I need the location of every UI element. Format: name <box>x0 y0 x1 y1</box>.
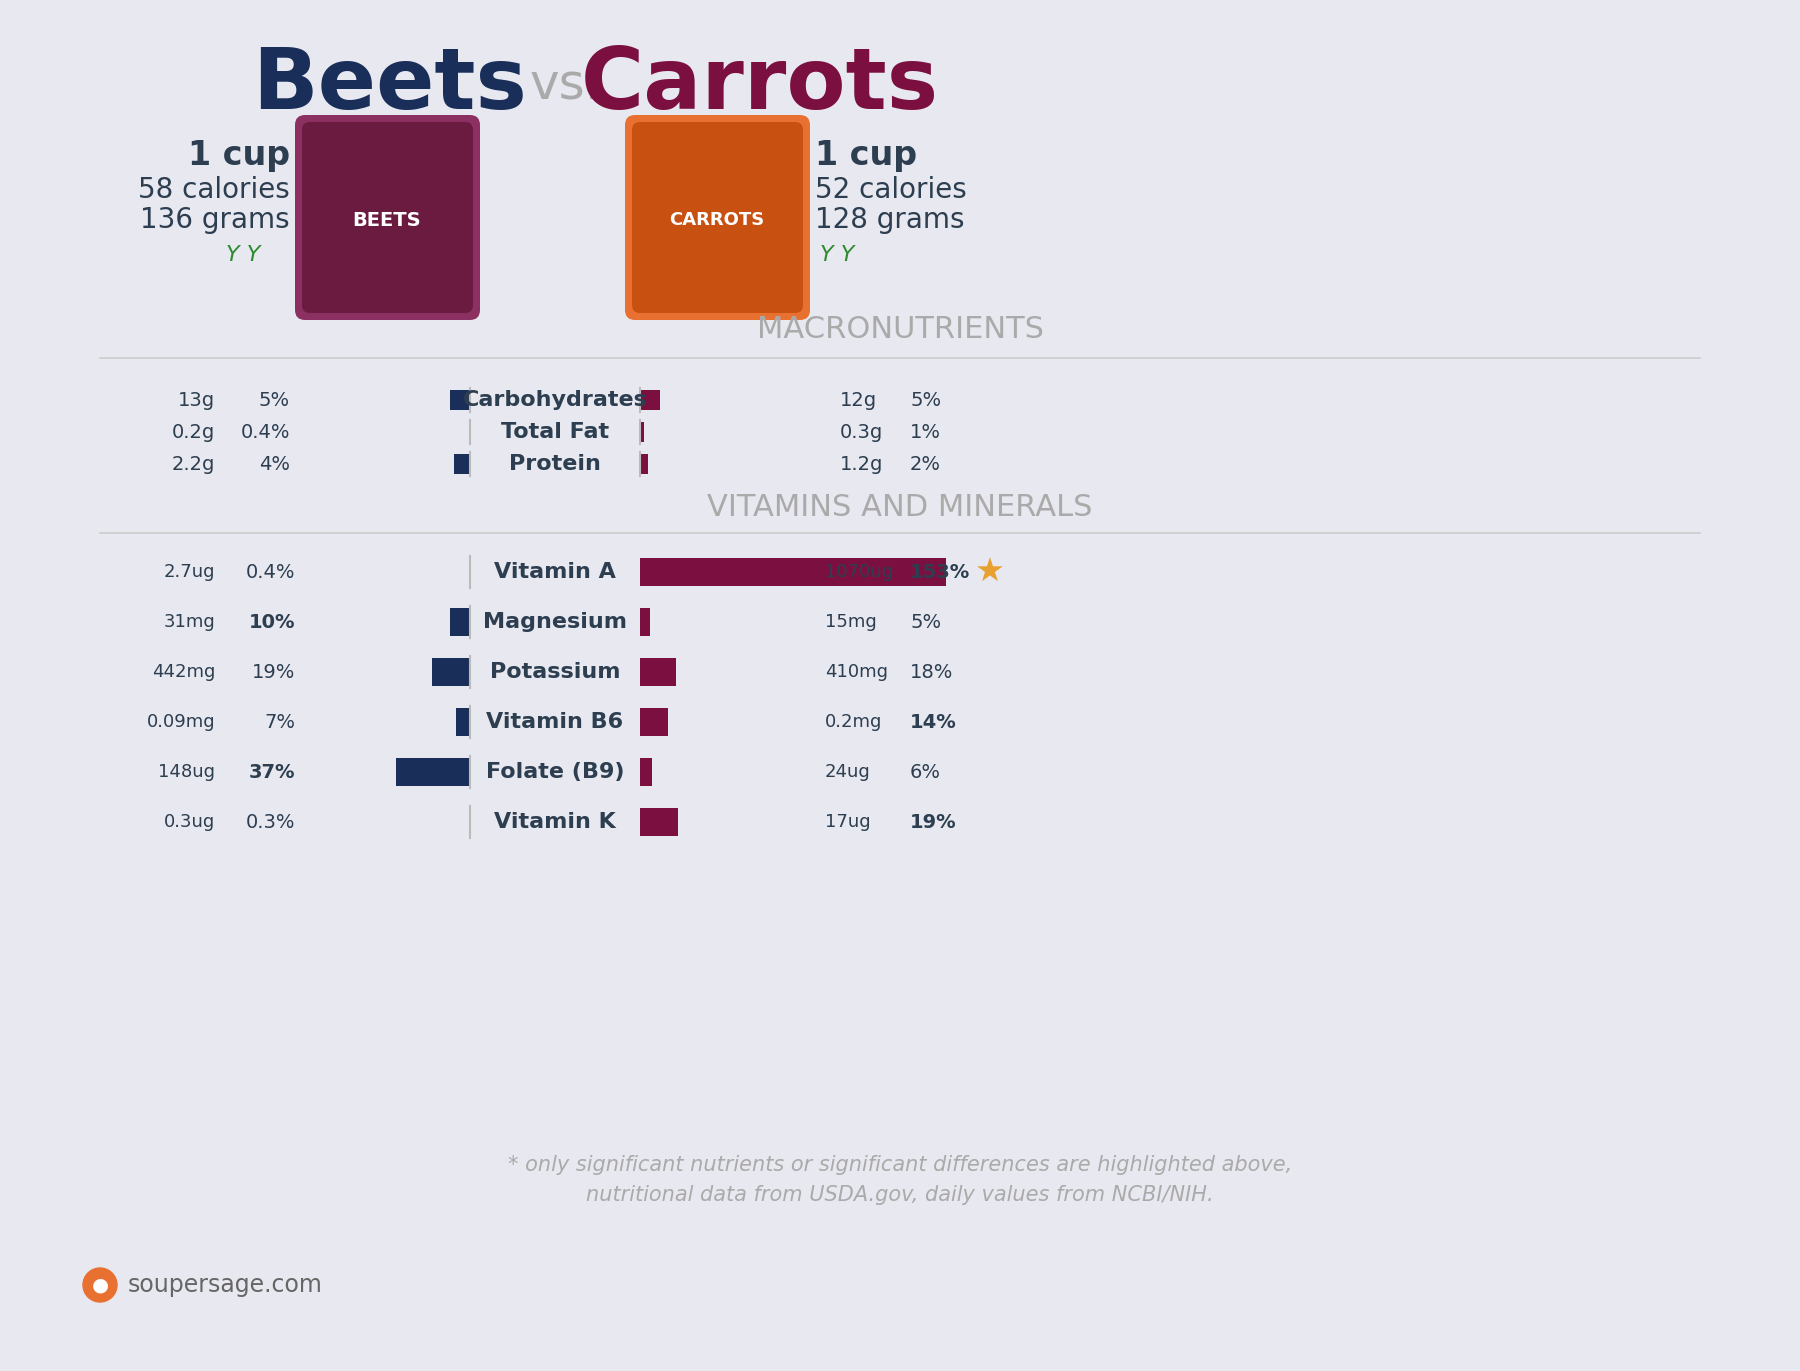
Text: Potassium: Potassium <box>490 662 621 681</box>
Text: 7%: 7% <box>265 713 295 732</box>
Text: 0.09mg: 0.09mg <box>146 713 214 731</box>
Bar <box>641 607 650 636</box>
Text: 13g: 13g <box>178 391 214 410</box>
Text: 24ug: 24ug <box>824 764 871 781</box>
Text: CARROTS: CARROTS <box>670 211 765 229</box>
Text: 0.3ug: 0.3ug <box>164 813 214 831</box>
Text: vs.: vs. <box>529 60 601 110</box>
Text: 10%: 10% <box>248 613 295 632</box>
Bar <box>396 758 470 786</box>
Text: Folate (B9): Folate (B9) <box>486 762 625 781</box>
FancyBboxPatch shape <box>295 115 481 319</box>
Bar <box>641 707 668 736</box>
Text: nutritional data from USDA.gov, daily values from NCBI/NIH.: nutritional data from USDA.gov, daily va… <box>587 1185 1213 1205</box>
Text: 31mg: 31mg <box>164 613 214 631</box>
Text: 5%: 5% <box>259 391 290 410</box>
Text: 5%: 5% <box>911 613 941 632</box>
Text: 1 cup: 1 cup <box>187 138 290 171</box>
Text: soupersage.com: soupersage.com <box>128 1274 322 1297</box>
Text: MACRONUTRIENTS: MACRONUTRIENTS <box>756 315 1044 344</box>
Text: Y Y: Y Y <box>821 245 855 265</box>
Text: 2.2g: 2.2g <box>171 455 214 473</box>
Text: Carrots: Carrots <box>581 44 940 126</box>
Bar <box>450 607 470 636</box>
Text: Carbohydrates: Carbohydrates <box>463 389 648 410</box>
Text: 136 grams: 136 grams <box>140 206 290 234</box>
Text: 1%: 1% <box>911 422 941 441</box>
Text: BEETS: BEETS <box>353 211 421 229</box>
Text: 15mg: 15mg <box>824 613 877 631</box>
Text: 4%: 4% <box>259 455 290 473</box>
Text: 37%: 37% <box>248 762 295 781</box>
Text: Beets: Beets <box>252 44 527 126</box>
Text: 12g: 12g <box>841 391 877 410</box>
Text: ●: ● <box>92 1275 108 1294</box>
Bar <box>432 658 470 686</box>
Text: ★: ★ <box>976 555 1004 588</box>
Text: 0.4%: 0.4% <box>241 422 290 441</box>
Text: 1 cup: 1 cup <box>815 138 918 171</box>
Text: Total Fat: Total Fat <box>500 422 608 441</box>
Text: 153%: 153% <box>911 562 970 581</box>
Text: 410mg: 410mg <box>824 664 887 681</box>
Text: Vitamin B6: Vitamin B6 <box>486 712 623 732</box>
Text: 19%: 19% <box>911 813 956 831</box>
Text: 1070ug: 1070ug <box>824 563 893 581</box>
Circle shape <box>83 1268 117 1302</box>
Text: 58 calories: 58 calories <box>139 175 290 204</box>
Text: Magnesium: Magnesium <box>482 611 626 632</box>
Bar <box>641 808 679 836</box>
Bar <box>455 707 470 736</box>
Text: 0.4%: 0.4% <box>245 562 295 581</box>
Text: 0.3%: 0.3% <box>245 813 295 831</box>
Bar <box>641 658 677 686</box>
Text: 128 grams: 128 grams <box>815 206 965 234</box>
Text: 1.2g: 1.2g <box>841 455 884 473</box>
Bar <box>450 389 470 410</box>
Text: 5%: 5% <box>911 391 941 410</box>
Text: * only significant nutrients or significant differences are highlighted above,: * only significant nutrients or signific… <box>508 1154 1292 1175</box>
Bar <box>641 389 661 410</box>
Bar <box>641 758 652 786</box>
Text: 18%: 18% <box>911 662 954 681</box>
Text: Protein: Protein <box>509 454 601 474</box>
Text: 2%: 2% <box>911 455 941 473</box>
Text: 0.2g: 0.2g <box>171 422 214 441</box>
Text: Vitamin A: Vitamin A <box>493 562 616 583</box>
Bar <box>641 558 947 585</box>
Text: 442mg: 442mg <box>151 664 214 681</box>
Text: Vitamin K: Vitamin K <box>495 812 616 832</box>
Text: 17ug: 17ug <box>824 813 871 831</box>
Text: 2.7ug: 2.7ug <box>164 563 214 581</box>
Text: 148ug: 148ug <box>158 764 214 781</box>
FancyBboxPatch shape <box>302 122 473 313</box>
Text: 6%: 6% <box>911 762 941 781</box>
Bar <box>454 454 470 474</box>
Text: 19%: 19% <box>252 662 295 681</box>
Bar <box>641 422 644 441</box>
Text: 0.2mg: 0.2mg <box>824 713 882 731</box>
Text: Y Y: Y Y <box>225 245 259 265</box>
Text: VITAMINS AND MINERALS: VITAMINS AND MINERALS <box>707 494 1093 522</box>
Text: 14%: 14% <box>911 713 958 732</box>
Bar <box>641 454 648 474</box>
Text: 52 calories: 52 calories <box>815 175 967 204</box>
FancyBboxPatch shape <box>625 115 810 319</box>
FancyBboxPatch shape <box>632 122 803 313</box>
Text: 0.3g: 0.3g <box>841 422 884 441</box>
